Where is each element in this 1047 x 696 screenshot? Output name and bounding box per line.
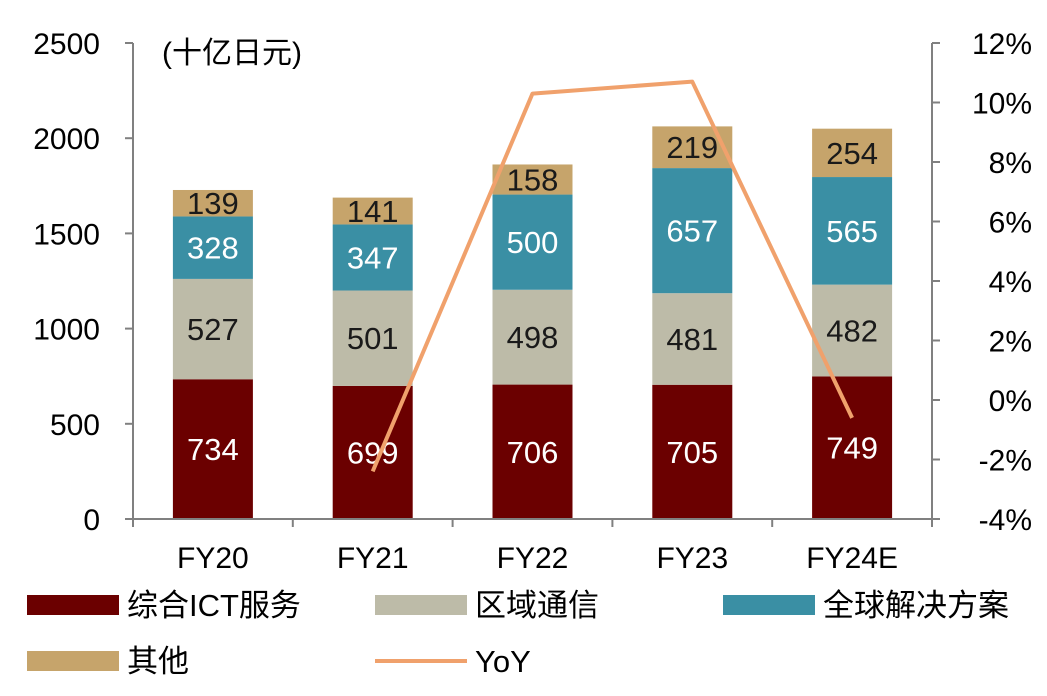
bar-value-label: 141 — [347, 194, 399, 229]
x-category-label: FY22 — [497, 542, 569, 575]
bar-value-label: 706 — [507, 435, 559, 470]
left-tick-label: 500 — [50, 409, 100, 442]
bar-segment — [492, 384, 573, 519]
bar-segment — [652, 168, 733, 294]
left-y-axis: 0 500 1000 1500 2000 2500 — [33, 28, 134, 537]
bar-value-label: 565 — [826, 214, 878, 249]
yoy-line — [370, 79, 854, 473]
left-tick-label: 1500 — [33, 218, 100, 251]
bar-value-label: 501 — [347, 321, 399, 356]
bar-segment — [172, 216, 253, 279]
bar-value-label: 498 — [507, 320, 559, 355]
bar-segment — [812, 128, 893, 178]
legend-item: 综合ICT服务 — [27, 588, 301, 623]
x-category-label: FY23 — [656, 542, 728, 575]
bar-value-label: 347 — [347, 240, 399, 275]
legend-swatch — [27, 651, 119, 671]
x-axis: FY20 FY21 FY22 FY23 FY24E — [132, 518, 933, 575]
bar-segment — [812, 177, 893, 285]
bar-segment — [492, 164, 573, 195]
bar-value-label: 749 — [826, 431, 878, 466]
legend-item: 全球解决方案 — [723, 588, 1009, 623]
right-tick-label: 0% — [989, 385, 1032, 418]
yoy-line-group — [370, 79, 854, 473]
bar-value-label: 482 — [826, 314, 878, 349]
legend-swatch — [723, 595, 815, 615]
left-tick-label: 2500 — [33, 28, 100, 61]
bar-segment — [332, 290, 413, 386]
legend-label: 综合ICT服务 — [127, 588, 301, 623]
bar-series-group — [172, 126, 893, 519]
legend-swatch — [27, 595, 119, 615]
bar-value-label: 527 — [187, 312, 239, 347]
bar-segment — [172, 189, 253, 217]
legend-label: 全球解决方案 — [823, 588, 1009, 623]
left-tick-label: 0 — [83, 504, 100, 537]
bar-value-label: 139 — [187, 186, 239, 221]
bar-value-label: 328 — [187, 231, 239, 266]
legend-item: 其他 — [27, 644, 189, 679]
right-tick-label: 6% — [989, 207, 1032, 240]
bar-segment — [332, 224, 413, 291]
bar-segment — [332, 197, 413, 225]
right-tick-label: 12% — [972, 28, 1032, 61]
right-tick-label: 8% — [989, 147, 1032, 180]
bar-segment — [652, 293, 733, 385]
bar-segment — [492, 194, 573, 290]
legend-item: 区域通信 — [375, 588, 599, 623]
legend-label: 区域通信 — [475, 588, 599, 623]
legend-label: YoY — [475, 644, 531, 679]
x-category-label: FY24E — [806, 542, 898, 575]
data-labels-group: 734 527 328 139 699 501 347 141 706 498 500 158 705 4… — [187, 130, 878, 470]
legend-item: YoY — [375, 644, 531, 679]
bar-value-label: 500 — [507, 225, 559, 260]
legend-label: 其他 — [127, 644, 189, 679]
bar-value-label: 219 — [666, 130, 718, 165]
bar-segment — [172, 379, 253, 519]
bar-value-label: 158 — [507, 163, 559, 198]
bar-value-label: 705 — [666, 435, 718, 470]
right-tick-label: 10% — [972, 88, 1032, 121]
legend-swatch — [375, 595, 467, 615]
bar-value-label: 657 — [666, 214, 718, 249]
right-tick-label: 2% — [989, 326, 1032, 359]
bar-segment — [812, 376, 893, 519]
x-category-label: FY21 — [337, 542, 409, 575]
right-tick-label: -4% — [979, 504, 1032, 537]
bar-value-label: 254 — [826, 136, 878, 171]
right-tick-label: -2% — [979, 445, 1032, 478]
bar-segment — [492, 289, 573, 385]
bar-value-label: 734 — [187, 432, 239, 467]
right-tick-label: 4% — [989, 266, 1032, 299]
bar-value-label: 481 — [666, 322, 718, 357]
left-tick-label: 2000 — [33, 123, 100, 156]
x-category-label: FY20 — [177, 542, 249, 575]
unit-label: (十亿日元) — [162, 37, 302, 70]
bar-segment — [652, 384, 733, 519]
bar-segment — [172, 278, 253, 380]
left-tick-label: 1000 — [33, 314, 100, 347]
bar-value-label: 699 — [347, 435, 399, 470]
right-y-axis: -4% -2% 0% 2% 4% 6% 8% 10% 12% — [931, 28, 1032, 537]
